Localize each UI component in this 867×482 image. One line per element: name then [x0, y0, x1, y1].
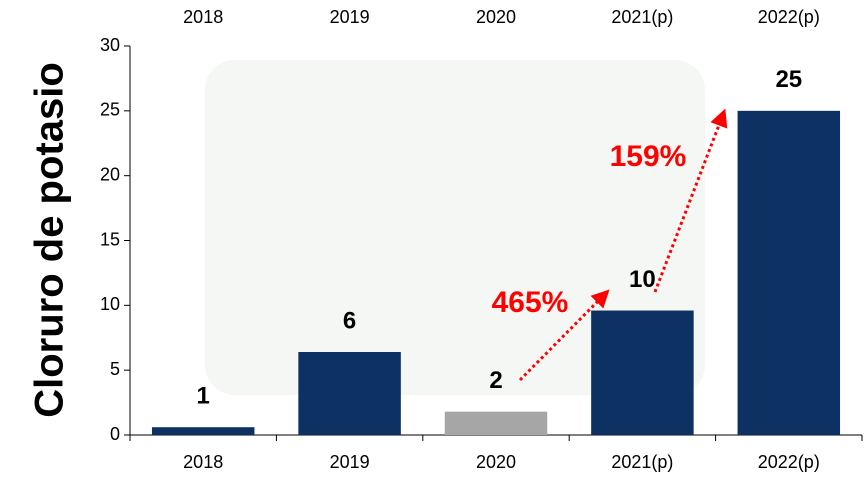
y-tick-label: 20 — [100, 164, 120, 184]
x-tick-label: 2021(p) — [611, 452, 673, 472]
data-label: 2 — [489, 367, 502, 394]
y-axis-title: Cloruro de potasio — [28, 62, 72, 418]
data-label: 1 — [197, 383, 210, 410]
top-category-label: 2019 — [330, 7, 370, 27]
bar — [445, 412, 547, 435]
growth-annotation: 465% — [492, 286, 569, 319]
top-category-label: 2021(p) — [611, 7, 673, 27]
y-tick-label: 30 — [100, 35, 120, 55]
growth-annotation: 159% — [610, 140, 687, 173]
y-tick-label: 5 — [110, 359, 120, 379]
x-tick-label: 2018 — [183, 452, 223, 472]
top-category-label: 2020 — [476, 7, 516, 27]
x-tick-label: 2020 — [476, 452, 516, 472]
y-tick-label: 10 — [100, 294, 120, 314]
bar — [591, 311, 693, 435]
y-tick-label: 15 — [100, 229, 120, 249]
x-tick-label: 2022(p) — [758, 452, 820, 472]
top-category-label: 2018 — [183, 7, 223, 27]
data-label: 25 — [775, 66, 802, 93]
data-label: 6 — [343, 307, 356, 334]
bar — [298, 352, 400, 435]
chart: Cloruro de potasio 0 5 10 15 20 25 30 2018 2018 1… — [0, 0, 867, 477]
bar — [152, 427, 254, 435]
x-tick-label: 2019 — [330, 452, 370, 472]
y-tick-label: 25 — [100, 100, 120, 120]
y-tick-label: 0 — [110, 424, 120, 444]
bar — [738, 111, 840, 435]
data-label: 10 — [629, 266, 656, 293]
top-category-label: 2022(p) — [758, 7, 820, 27]
